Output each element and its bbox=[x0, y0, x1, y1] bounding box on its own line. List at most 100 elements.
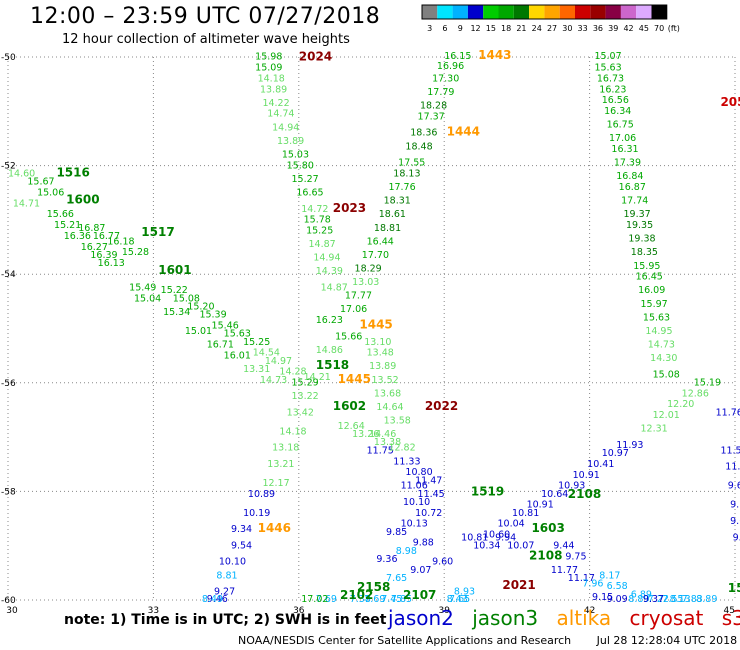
x-tick-label: 33 bbox=[148, 606, 159, 616]
swh-value: 18.13 bbox=[393, 168, 420, 179]
swh-value: 9.36 bbox=[376, 554, 397, 565]
swh-value: 17.37 bbox=[418, 111, 445, 122]
swh-value: 15.07 bbox=[594, 51, 621, 62]
swh-value: 16.87 bbox=[619, 182, 646, 193]
swh-value: 10.81 bbox=[512, 508, 539, 519]
swh-value: 18.48 bbox=[405, 141, 432, 152]
swh-value: 10.10 bbox=[403, 497, 430, 508]
y-tick-label: -60 bbox=[1, 596, 16, 606]
swh-value: 15.34 bbox=[163, 307, 190, 318]
swh-value: 18.29 bbox=[355, 263, 382, 274]
swh-value: 15.98 bbox=[255, 52, 282, 63]
swh-value: 16.36 bbox=[64, 231, 91, 242]
swh-value: 14.22 bbox=[262, 98, 289, 109]
wave-height-tracks: 15.9815.0914.1813.8914.2214.7414.9413.89… bbox=[8, 51, 740, 605]
swh-value: 9.07 bbox=[410, 565, 431, 576]
swh-value: 10.60 bbox=[483, 530, 510, 541]
scale-swatch bbox=[544, 5, 560, 19]
y-tick-label: -50 bbox=[1, 53, 16, 63]
y-tick-label: -58 bbox=[1, 487, 16, 497]
swh-value: 17.70 bbox=[362, 250, 389, 261]
swh-value: 16.27 bbox=[81, 242, 108, 253]
scale-label: 45 bbox=[639, 24, 649, 33]
swh-value: 14.18 bbox=[279, 426, 306, 437]
scale-frame bbox=[421, 4, 668, 20]
scale-label: 9 bbox=[458, 24, 463, 33]
swh-value: 10.64 bbox=[541, 489, 568, 500]
scale-label: 24 bbox=[532, 24, 542, 33]
swh-value: 13.26 bbox=[352, 429, 379, 440]
swh-value: 19.35 bbox=[626, 220, 653, 231]
pass-label: 2108 bbox=[568, 487, 601, 501]
swh-value: 15.28 bbox=[122, 247, 149, 258]
pass-label: 2056 bbox=[720, 95, 740, 109]
swh-value: 17.77 bbox=[345, 291, 372, 302]
swh-value: 9.73 bbox=[733, 532, 740, 543]
swh-value: 7.45 bbox=[381, 594, 402, 605]
swh-value: 7.65 bbox=[449, 594, 470, 605]
scale-swatch bbox=[498, 5, 514, 19]
scale-label: 30 bbox=[562, 24, 572, 33]
swh-value: 15.39 bbox=[199, 310, 226, 321]
pass-labels: 2024 1443 2056 1444 1516 1600 2023 1517 1601 1445… bbox=[56, 48, 740, 602]
swh-value: 12.64 bbox=[338, 421, 365, 432]
swh-value: 11.93 bbox=[616, 440, 643, 451]
swh-value: 12.82 bbox=[388, 443, 415, 454]
swh-value: 14.86 bbox=[316, 345, 343, 356]
swh-value: 17.79 bbox=[427, 87, 454, 98]
swh-value: 15.27 bbox=[292, 174, 319, 185]
swh-value: 14.87 bbox=[308, 239, 335, 250]
scale-swatch bbox=[651, 5, 667, 19]
x-tick-label: 36 bbox=[293, 606, 305, 616]
swh-value: 13.10 bbox=[364, 337, 391, 348]
swh-value: 9.46 bbox=[207, 594, 228, 605]
chart-subtitle: 12 hour collection of altimeter wave hei… bbox=[62, 32, 350, 47]
swh-value: 13.21 bbox=[267, 459, 294, 470]
swh-value: 12.17 bbox=[262, 478, 289, 489]
scale-label: 3 bbox=[427, 24, 432, 33]
swh-value: 11.75 bbox=[367, 445, 394, 456]
swh-value: 17.55 bbox=[398, 158, 425, 169]
scale-label: 42 bbox=[623, 24, 633, 33]
swh-value: 14.54 bbox=[253, 348, 280, 359]
swh-value: 10.91 bbox=[527, 500, 554, 511]
swh-value: 18.31 bbox=[384, 196, 411, 207]
swh-value: 16.65 bbox=[296, 187, 323, 198]
y-tick-label: -54 bbox=[1, 270, 16, 280]
pass-label: 1517 bbox=[141, 225, 174, 239]
swh-value: 18.61 bbox=[379, 209, 406, 220]
swh-value: 16.01 bbox=[224, 350, 251, 361]
swh-value: 15.29 bbox=[292, 378, 319, 389]
swh-value: 10.13 bbox=[401, 519, 428, 530]
swh-value: 14.71 bbox=[13, 198, 40, 209]
swh-value: 11.27 bbox=[725, 462, 740, 473]
pass-label: 2021 bbox=[502, 578, 535, 592]
swh-value: 10.81 bbox=[461, 532, 488, 543]
swh-value: 10.97 bbox=[602, 448, 629, 459]
y-tick-label: -52 bbox=[1, 162, 16, 172]
pass-label: 2108 bbox=[529, 548, 562, 562]
swh-value: 7.55 bbox=[662, 594, 683, 605]
pass-label: 1600 bbox=[66, 193, 99, 207]
swh-value: 12.31 bbox=[640, 424, 667, 435]
swh-value: 15.21 bbox=[54, 220, 81, 231]
swh-value: 15.78 bbox=[304, 215, 331, 226]
pass-label: 1516 bbox=[56, 165, 89, 179]
swh-value: 13.18 bbox=[272, 443, 299, 454]
units-note: note: 1) Time is in UTC; 2) SWH is in fe… bbox=[64, 612, 387, 628]
swh-value: 16.77 bbox=[93, 231, 120, 242]
swh-value: 7.22 bbox=[648, 594, 669, 605]
swh-value: 16.15 bbox=[444, 51, 471, 62]
swh-value: 14.18 bbox=[258, 73, 285, 84]
swh-value: 15.63 bbox=[224, 329, 251, 340]
pass-label: 1446 bbox=[258, 521, 291, 535]
swh-value: 14.74 bbox=[267, 109, 294, 120]
swh-value: 15.97 bbox=[640, 299, 667, 310]
pass-label: 1443 bbox=[478, 48, 511, 62]
swh-value: 15.25 bbox=[243, 337, 270, 348]
swh-value: 14.28 bbox=[279, 367, 306, 378]
swh-value: 12.01 bbox=[653, 410, 680, 421]
footer-timestamp: Jul 28 12:28:04 UTC 2018 bbox=[596, 634, 738, 647]
swh-value: 16.84 bbox=[616, 171, 643, 182]
